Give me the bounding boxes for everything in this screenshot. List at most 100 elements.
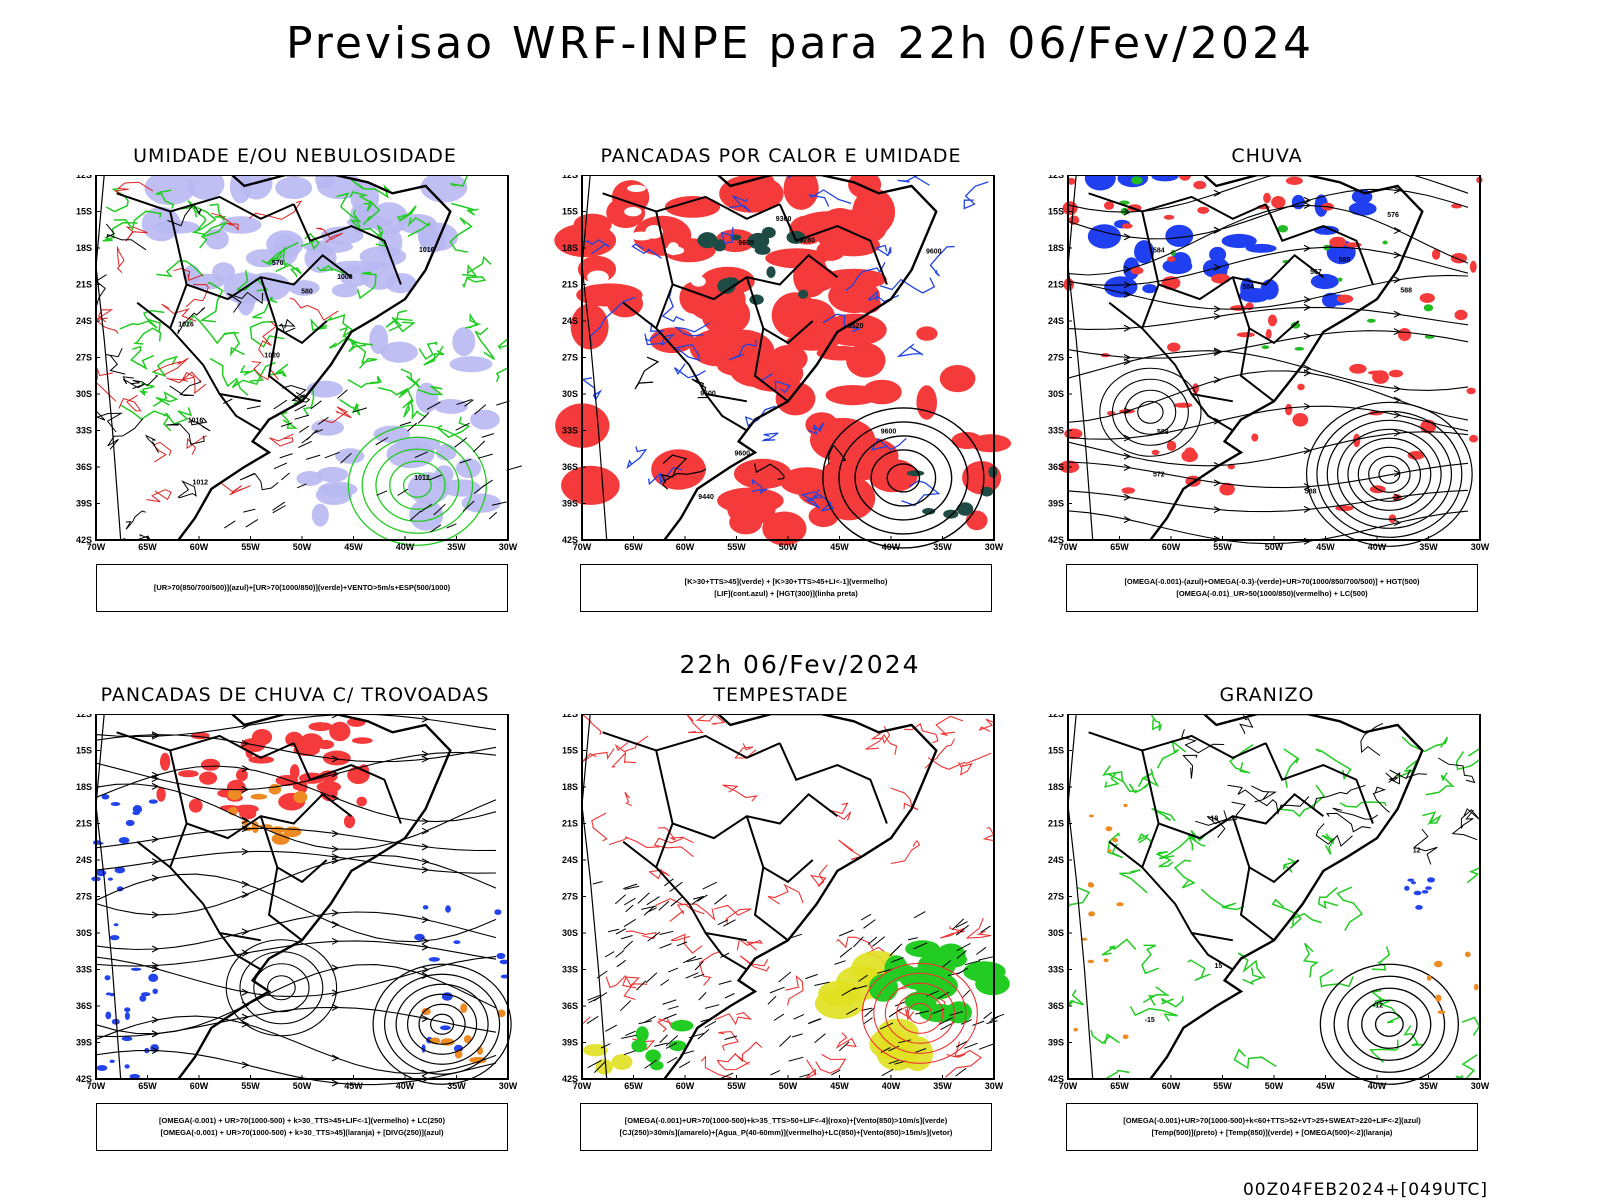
lon-tick-label: 70W bbox=[1059, 1081, 1078, 1091]
field-patch bbox=[1431, 249, 1441, 260]
contour-line bbox=[808, 189, 852, 207]
wind-vector bbox=[429, 474, 442, 481]
contour-line bbox=[418, 341, 438, 361]
contour-line bbox=[1292, 912, 1322, 926]
contour-line bbox=[865, 734, 898, 755]
coastline bbox=[1149, 175, 1424, 541]
contour-line bbox=[1455, 1054, 1478, 1081]
wind-vector bbox=[678, 1061, 691, 1069]
field-patch bbox=[916, 385, 937, 420]
wind-vector bbox=[938, 1017, 953, 1026]
field-patch bbox=[765, 248, 828, 269]
wind-vector bbox=[616, 959, 626, 968]
wind-vector bbox=[619, 1000, 632, 1012]
west-coastline bbox=[581, 175, 608, 541]
contour-line bbox=[166, 371, 202, 384]
streamline-arrow bbox=[1213, 376, 1222, 384]
contour-line bbox=[658, 827, 694, 844]
panel-chuva: CHUVA 588 584 588 576 572 567 588 588 584 12S 15S 1… bbox=[1022, 145, 1512, 615]
state-border bbox=[704, 932, 748, 971]
field-patch bbox=[329, 721, 351, 742]
wind-vector bbox=[663, 1013, 677, 1020]
state-border bbox=[602, 192, 781, 220]
field-patch bbox=[679, 281, 710, 314]
contour-line bbox=[945, 1049, 982, 1078]
field-patch bbox=[1297, 383, 1305, 391]
wind-vector bbox=[623, 1050, 636, 1056]
wind-vector bbox=[474, 404, 487, 415]
streamline-arrow bbox=[1303, 303, 1312, 311]
isoline bbox=[402, 472, 432, 498]
lat-tick-label: 27S bbox=[76, 353, 92, 363]
wind-vector bbox=[623, 897, 636, 906]
wind-vector bbox=[702, 881, 718, 890]
wind-vector bbox=[397, 488, 409, 496]
wind-vector bbox=[430, 524, 442, 533]
lon-tick-label: 40W bbox=[396, 542, 415, 552]
streamline-arrow bbox=[331, 857, 340, 865]
wind-vector bbox=[915, 1010, 930, 1015]
wind-vector bbox=[937, 991, 950, 1000]
field-patch bbox=[320, 226, 364, 245]
contour-line bbox=[396, 205, 417, 222]
streamline-arrow bbox=[1213, 347, 1222, 355]
field-patch bbox=[1088, 814, 1094, 818]
wind-vector bbox=[888, 1059, 900, 1065]
streamline-arrow bbox=[421, 817, 430, 825]
field-patch bbox=[494, 909, 502, 915]
contour-line bbox=[270, 363, 289, 377]
contour-line bbox=[105, 347, 126, 375]
contour-line bbox=[622, 976, 648, 989]
state-border bbox=[169, 284, 261, 403]
streamline-arrow bbox=[151, 962, 160, 970]
wind-vector bbox=[779, 1035, 792, 1047]
lat-tick-label: 12S bbox=[1048, 175, 1064, 180]
wind-vector bbox=[481, 433, 495, 438]
lon-tick-label: 30W bbox=[1471, 1081, 1490, 1091]
contour-line bbox=[1137, 768, 1160, 788]
panel-title: PANCADAS DE CHUVA C/ TROVOADAS bbox=[100, 684, 490, 706]
legend-tempestade: [OMEGA(-0.001)+UR>70(1000-500)+k>35_TTS>… bbox=[580, 1103, 992, 1151]
contour-line bbox=[767, 883, 804, 905]
lat-tick-label: 18S bbox=[562, 782, 578, 792]
field-patch bbox=[461, 493, 501, 513]
contour-label: 1012 bbox=[193, 480, 209, 487]
wind-vector bbox=[907, 937, 918, 941]
lat-tick-label: 39S bbox=[1048, 499, 1064, 509]
streamline-arrow bbox=[241, 880, 250, 888]
state-border bbox=[778, 742, 888, 824]
legend-line: [K>30+TTS>45](verde) + [K>30+TTS>45+LI<-… bbox=[684, 577, 888, 586]
panel-title: UMIDADE E/OU NEBULOSIDADE bbox=[133, 145, 457, 167]
field-patch bbox=[1292, 413, 1309, 427]
contour-label: 1016 bbox=[419, 247, 435, 254]
contour-line bbox=[870, 726, 891, 745]
contour-line bbox=[145, 434, 159, 453]
contour-line bbox=[736, 938, 764, 951]
contour-line bbox=[713, 904, 752, 925]
contour-line bbox=[670, 933, 703, 954]
lat-tick-label: 42S bbox=[562, 535, 578, 545]
streamline-arrow bbox=[1393, 227, 1402, 235]
streamline bbox=[95, 911, 497, 951]
streamline-arrow bbox=[151, 1030, 160, 1038]
wind-vector bbox=[594, 1061, 606, 1073]
isoline bbox=[838, 421, 969, 535]
streamline-arrow bbox=[1393, 251, 1402, 259]
field-patch bbox=[1410, 881, 1417, 885]
field-patch bbox=[808, 505, 839, 528]
field-patch bbox=[868, 973, 898, 1002]
panel-granizo: GRANIZO -12 -15 -18 15 12 12S 15S 18S 21S 24S 27S 3… bbox=[1022, 684, 1512, 1154]
streamline-arrow bbox=[421, 750, 430, 758]
map-frame bbox=[95, 714, 509, 1080]
wind-vector bbox=[340, 452, 352, 464]
contour-line bbox=[146, 489, 172, 503]
streamline bbox=[1067, 188, 1469, 240]
field-patch bbox=[922, 508, 936, 515]
wind-vector bbox=[446, 523, 457, 529]
contour-label: 9600 bbox=[700, 391, 716, 398]
streamline-arrow bbox=[1213, 226, 1222, 234]
lat-tick-label: 36S bbox=[76, 462, 92, 472]
wind-vector bbox=[778, 971, 792, 983]
streamline-arrow bbox=[1213, 479, 1222, 487]
field-patch bbox=[670, 1019, 694, 1032]
